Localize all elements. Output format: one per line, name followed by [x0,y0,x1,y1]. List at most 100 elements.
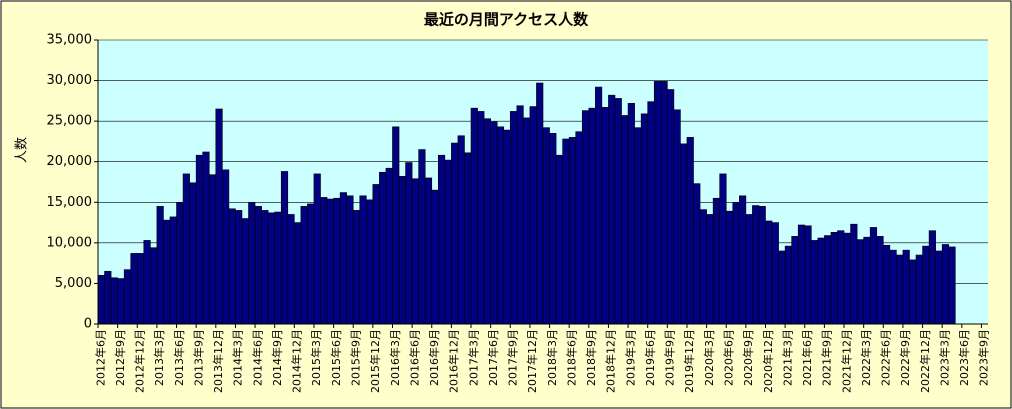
x-tick-label: 2013年12月 [211,329,225,393]
bar [287,214,295,325]
bar [614,98,622,325]
bar [771,222,779,325]
bar [902,249,910,325]
bar [601,107,609,325]
bar [882,244,891,325]
bar [254,206,262,325]
x-tick-label: 2020年12月 [761,329,775,393]
bar [797,224,806,325]
x-tick-label: 2018年9月 [584,329,598,386]
bar [398,176,406,325]
x-tick-label: 2014年6月 [250,329,264,386]
bar [693,183,701,325]
bar [634,127,642,325]
bar [261,210,269,325]
bar [379,171,387,325]
bar [765,220,773,325]
bar [627,102,635,325]
x-tick-label: 2012年6月 [93,329,107,386]
bar [621,115,629,325]
bar [339,192,347,325]
bar [640,113,649,325]
bar [496,126,505,325]
y-tick-label: 20,000 [47,154,93,169]
bar [811,240,819,325]
x-tick-label: 2019年6月 [643,329,657,386]
x-tick-label: 2022年3月 [859,329,873,386]
bar [647,101,655,325]
x-tick-label: 2016年12月 [447,329,461,393]
y-tick-label: 25,000 [47,114,93,129]
x-tick-label: 2019年9月 [663,329,677,386]
bar [889,249,897,325]
bar [104,270,112,325]
bar [595,86,603,325]
bar [110,277,118,325]
x-tick-label: 2022年9月 [898,329,912,386]
bar [444,159,452,325]
x-tick-label: 2013年6月 [172,329,186,386]
bar [117,278,125,325]
bar [863,236,871,325]
bar [490,121,498,325]
bar [503,129,511,325]
bar [784,245,792,325]
bar [568,137,577,325]
bar [856,239,864,325]
bar [464,152,472,325]
bar [830,232,838,325]
x-tick-label: 2022年12月 [918,329,932,393]
bar [280,171,289,325]
bar [307,203,315,325]
bar [725,210,734,325]
bar [653,81,662,325]
x-tick-label: 2016年6月 [407,329,421,386]
bar [405,162,413,325]
bar [804,225,812,325]
bar [274,211,282,325]
bar [189,182,197,325]
bar [896,254,904,325]
bar [470,107,478,325]
bar [719,173,727,325]
bar [451,142,459,325]
chart-title: 最近の月間アクセス人数 [424,11,589,29]
bar [418,149,426,325]
x-tick-label: 2021年9月 [820,329,834,386]
bar [575,131,583,325]
bar [431,189,439,325]
bar [909,259,917,325]
bar [437,154,446,325]
x-tick-label: 2023年9月 [977,329,991,386]
bar [542,127,550,325]
bar [660,81,668,325]
bar [680,143,688,325]
bar [686,137,694,325]
bar [411,178,419,325]
bar [208,174,217,325]
x-tick-label: 2019年3月 [623,329,637,386]
bar [791,236,799,325]
x-tick-label: 2017年3月 [466,329,480,386]
bar [215,108,223,325]
bar [333,197,341,325]
y-tick-label: 15,000 [47,195,93,210]
bar [150,247,158,325]
bar [712,197,720,325]
bar [267,212,275,325]
bar [176,201,184,325]
bar [673,109,681,325]
bar [509,111,518,325]
bar [758,206,766,325]
bar [169,216,177,325]
bar [143,240,151,325]
x-tick-label: 2015年12月 [368,329,382,393]
x-tick-label: 2015年6月 [329,329,343,386]
bar [739,195,747,325]
bar [516,105,524,325]
x-tick-label: 2022年6月 [879,329,893,386]
bar [581,110,590,325]
bar [222,169,230,325]
bar [915,254,923,325]
bar [163,219,171,325]
